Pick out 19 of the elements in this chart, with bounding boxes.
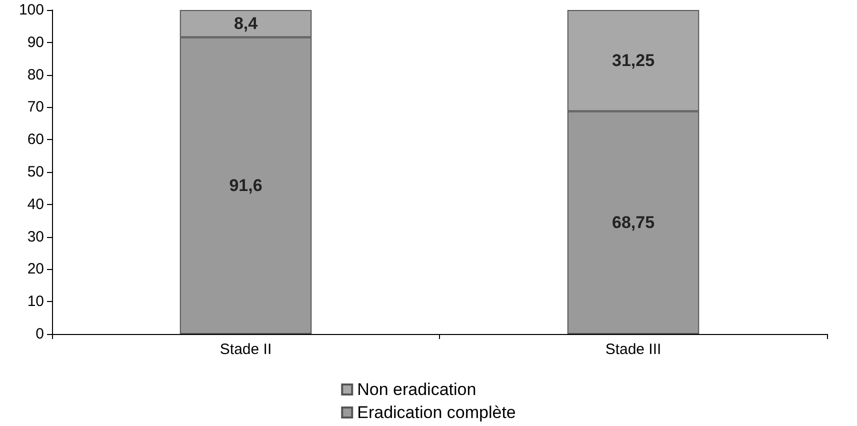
legend-label: Non eradication [357,380,476,399]
y-tick-label: 80 [27,66,44,84]
y-tick-label: 90 [27,34,44,51]
y-tick-label: 100 [18,2,44,18]
y-tick-label: 20 [27,260,44,278]
data-label: 68,75 [612,213,655,232]
legend-label: Eradication complète [357,403,516,422]
y-tick-label: 10 [27,293,44,310]
y-tick-label: 0 [36,326,44,342]
data-label: 91,6 [229,176,262,196]
y-tick-label: 50 [27,164,44,180]
y-tick-label: 40 [27,196,44,213]
data-label: 8,4 [234,14,258,34]
y-tick-label: 70 [27,98,44,116]
y-tick-label: 30 [27,228,44,246]
data-label: 31,25 [612,51,655,70]
x-tick-label: Stade II [220,341,272,358]
x-tick-label: Stade III [605,341,662,358]
y-tick-label: 60 [27,131,44,148]
